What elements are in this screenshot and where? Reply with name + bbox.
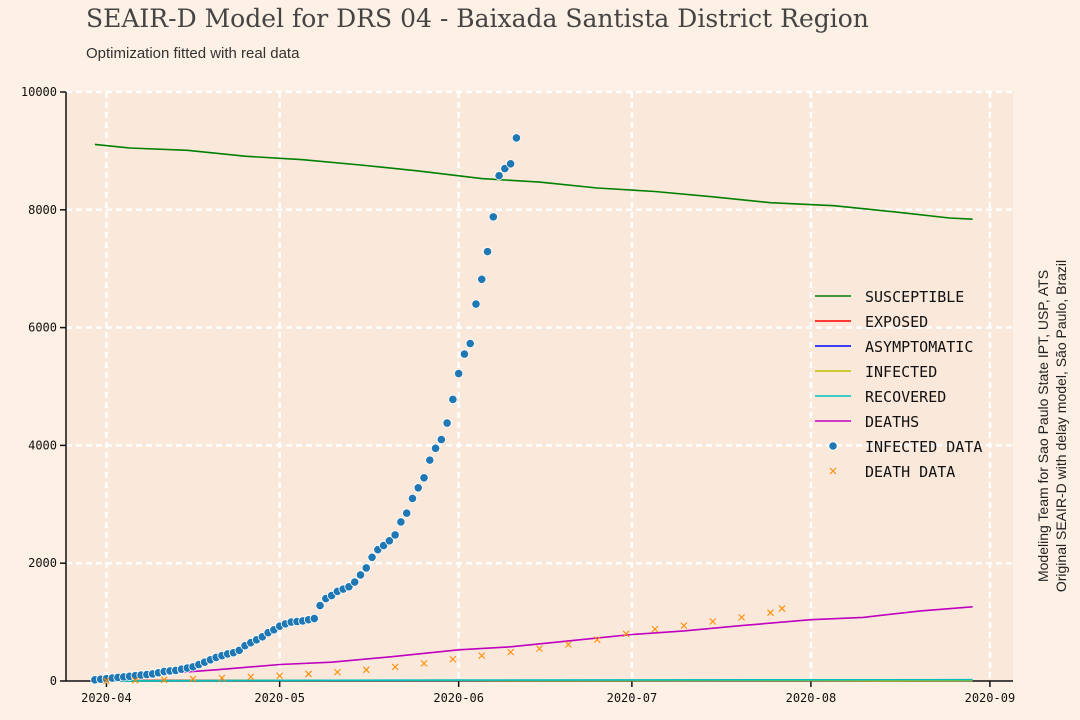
- point-infected-data: [361, 563, 371, 573]
- series-line-deaths: [94, 606, 973, 679]
- legend-label-infected-data: INFECTED DATA: [865, 438, 982, 456]
- legend-label-death-data: DEATH DATA: [865, 463, 955, 481]
- point-death-data: [189, 675, 197, 683]
- point-death-data: [160, 676, 168, 684]
- x-tick-label: 2020-08: [786, 691, 837, 705]
- side-note-line2: Original SEAIR-D with delay model, São P…: [1053, 259, 1069, 593]
- point-death-data: [276, 672, 284, 680]
- point-infected-data: [350, 577, 360, 587]
- point-infected-data: [407, 493, 418, 504]
- point-infected-data: [482, 247, 493, 257]
- x-tick-label: 2020-09: [965, 691, 1016, 705]
- legend-label-susceptible: SUSCEPTIBLE: [865, 288, 964, 306]
- point-infected-data: [448, 394, 458, 405]
- point-infected-data: [511, 133, 522, 143]
- point-infected-data: [442, 418, 452, 428]
- point-infected-data: [494, 171, 504, 181]
- series-line-recovered: [94, 678, 973, 682]
- point-death-data: [593, 636, 601, 644]
- point-infected-data: [471, 299, 481, 309]
- point-death-data: [305, 670, 312, 678]
- point-death-data: [103, 677, 110, 685]
- point-infected-data: [430, 443, 441, 453]
- y-tick-label: 4000: [28, 438, 57, 452]
- point-death-data: [680, 622, 688, 630]
- point-death-data: [507, 648, 515, 656]
- point-death-data: [767, 609, 774, 617]
- point-death-data: [478, 652, 486, 660]
- point-death-data: [709, 618, 717, 625]
- legend-label-asymptomatic: ASYMPTOMATIC: [865, 338, 973, 356]
- x-tick-label: 2020-05: [254, 691, 305, 705]
- point-death-data: [218, 674, 226, 682]
- point-death-data: [131, 677, 139, 684]
- point-infected-data: [390, 530, 400, 540]
- point-death-data: [564, 641, 572, 648]
- point-death-data: [362, 666, 370, 674]
- y-tick-label: 6000: [28, 321, 57, 335]
- legend-label-recovered: RECOVERED: [865, 388, 946, 406]
- point-infected-data: [454, 368, 464, 379]
- point-infected-data: [488, 212, 498, 222]
- point-infected-data: [355, 570, 366, 580]
- point-death-data: [391, 663, 399, 671]
- point-infected-data: [384, 536, 394, 546]
- side-note-line1: Modeling Team for Sao Paulo State IPT, U…: [1035, 269, 1051, 583]
- point-infected-data: [425, 455, 435, 465]
- legend: SUSCEPTIBLE EXPOSED ASYMPTOMATIC INFECTED RE…: [815, 288, 982, 481]
- point-infected-data: [367, 552, 377, 562]
- y-tick-label: 0: [50, 674, 57, 688]
- point-death-data: [536, 645, 543, 652]
- point-infected-data: [436, 434, 446, 445]
- x-tick-label: 2020-07: [607, 691, 658, 705]
- grid: [66, 90, 1013, 681]
- chart-title: SEAIR-D Model for DRS 04 - Baixada Santi…: [86, 4, 869, 33]
- legend-marker-death-data: [829, 467, 837, 475]
- series-layer: [90, 133, 973, 685]
- point-death-data: [420, 659, 428, 667]
- y-tick-label: 8000: [28, 203, 57, 217]
- point-death-data: [622, 630, 630, 638]
- point-infected-data: [309, 613, 319, 624]
- point-infected-data: [506, 159, 516, 169]
- x-tick-label: 2020-04: [81, 691, 132, 705]
- legend-label-deaths: DEATHS: [865, 413, 919, 431]
- plot-area: [66, 92, 1013, 681]
- point-infected-data: [402, 508, 412, 518]
- legend-label-exposed: EXPOSED: [865, 313, 928, 331]
- point-infected-data: [477, 274, 487, 284]
- point-infected-data: [419, 473, 429, 483]
- y-tick-label: 10000: [21, 85, 57, 99]
- point-death-data: [778, 605, 786, 612]
- legend-label-infected: INFECTED: [865, 363, 937, 381]
- point-infected-data: [465, 338, 475, 349]
- point-infected-data: [396, 517, 406, 527]
- series-line-susceptible: [94, 143, 973, 220]
- point-infected-data: [315, 601, 325, 611]
- chart-subtitle: Optimization fitted with real data: [86, 45, 300, 62]
- y-tick-label: 2000: [28, 556, 57, 570]
- point-death-data: [449, 655, 457, 663]
- point-death-data: [247, 673, 255, 681]
- point-death-data: [738, 613, 745, 621]
- point-death-data: [651, 625, 659, 633]
- point-infected-data: [413, 483, 423, 493]
- point-death-data: [334, 668, 341, 676]
- x-tick-label: 2020-06: [433, 691, 484, 705]
- point-infected-data: [459, 349, 470, 359]
- legend-marker-infected-data: [828, 441, 838, 451]
